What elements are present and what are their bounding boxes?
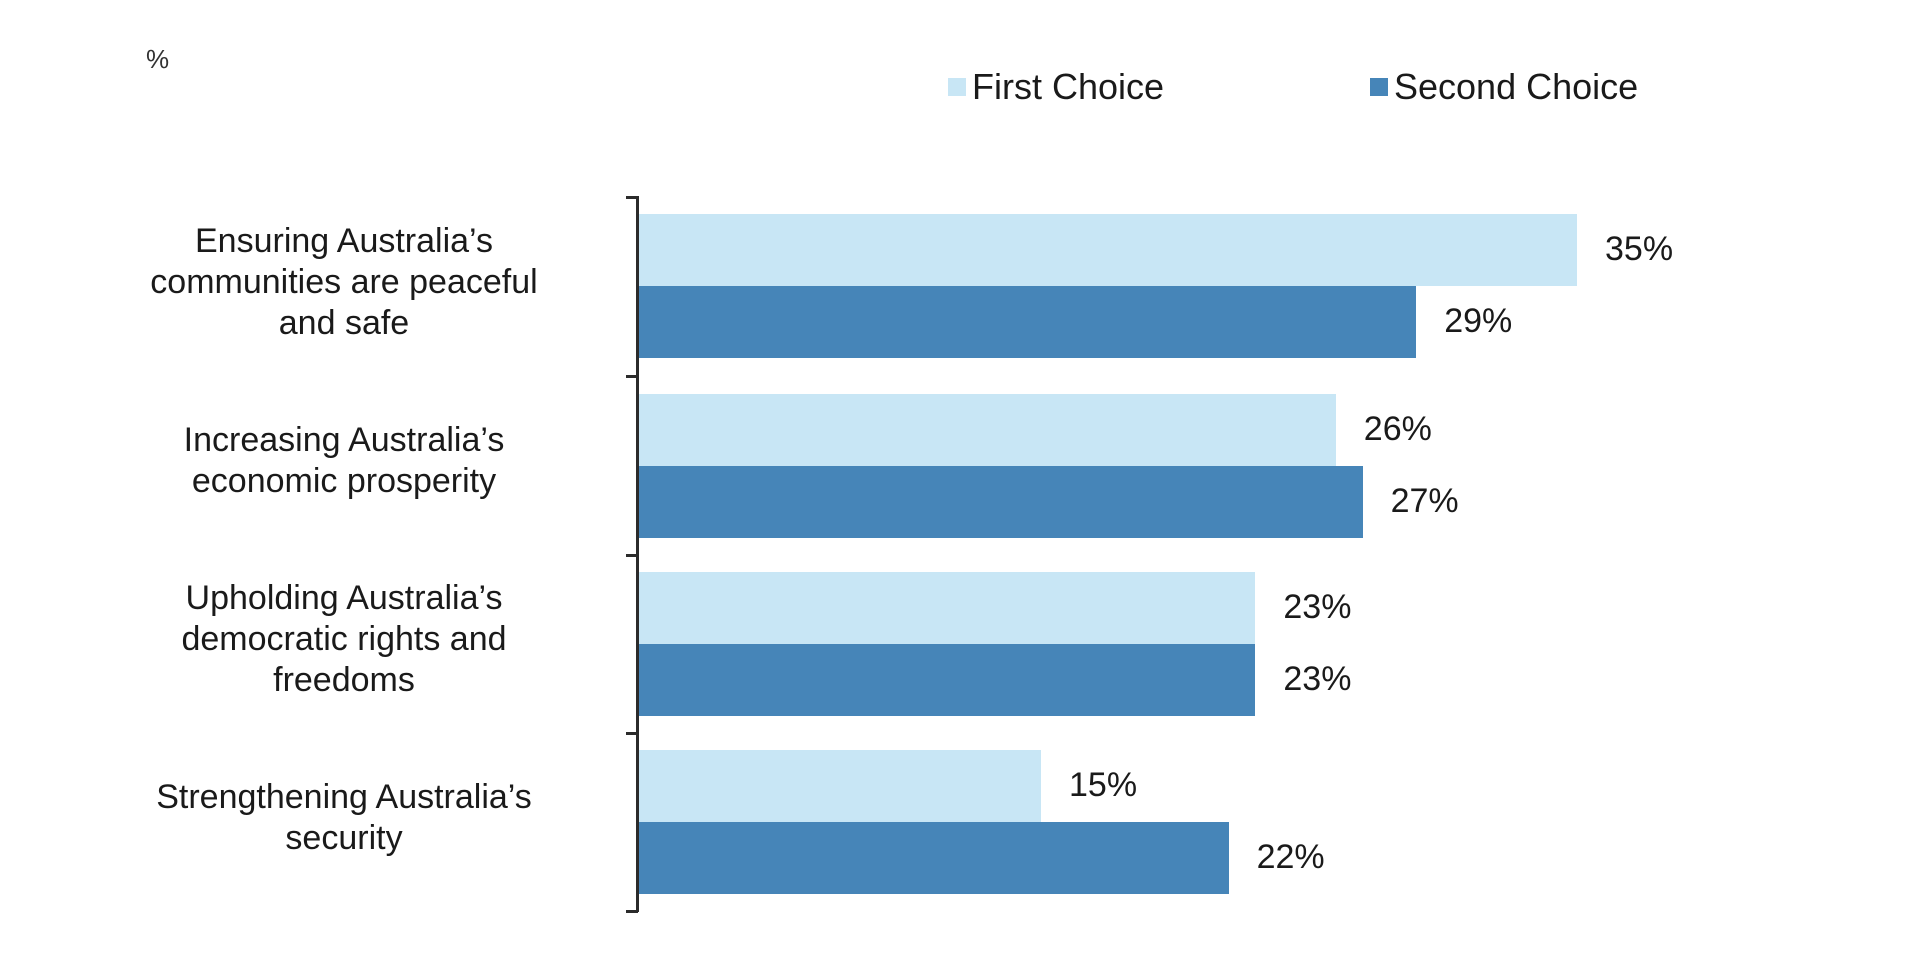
bar-first-choice bbox=[639, 214, 1577, 286]
bar-value-label: 27% bbox=[1390, 482, 1459, 520]
label-line: and safe bbox=[278, 304, 410, 342]
legend-second-choice: Second Choice bbox=[1370, 66, 1638, 108]
legend-first-choice: First Choice bbox=[948, 66, 1164, 108]
legend-swatch-first bbox=[948, 78, 966, 96]
label-line: Upholding Australia’s bbox=[185, 579, 503, 617]
bar-value-label: 15% bbox=[1069, 766, 1138, 804]
label-line: freedoms bbox=[273, 661, 415, 699]
bar-first-choice bbox=[639, 394, 1336, 466]
bar-value-label: 22% bbox=[1256, 838, 1325, 876]
label-line: communities are peaceful bbox=[150, 263, 538, 301]
bar-value-label: 35% bbox=[1605, 230, 1674, 268]
axis-tick bbox=[626, 910, 638, 913]
bar-value-label: 23% bbox=[1283, 588, 1352, 626]
category-label-communities: Ensuring Australia’s communities are pea… bbox=[84, 221, 604, 344]
axis-tick bbox=[626, 732, 638, 735]
axis-tick bbox=[626, 554, 638, 557]
bar-value-label: 29% bbox=[1444, 302, 1513, 340]
category-label-security: Strengthening Australia’s security bbox=[84, 777, 604, 859]
label-line: Increasing Australia’s bbox=[183, 421, 505, 459]
bar-second-choice bbox=[639, 644, 1256, 716]
label-line: democratic rights and bbox=[181, 620, 507, 658]
label-line: security bbox=[285, 819, 403, 857]
bar-second-choice bbox=[639, 286, 1417, 358]
bar-value-label: 26% bbox=[1363, 410, 1432, 448]
legend-swatch-second bbox=[1370, 78, 1388, 96]
label-line: Ensuring Australia’s bbox=[195, 222, 493, 260]
label-line: economic prosperity bbox=[191, 462, 497, 500]
category-label-democratic: Upholding Australia’s democratic rights … bbox=[84, 578, 604, 701]
axis-tick bbox=[626, 375, 638, 378]
legend-label-first: First Choice bbox=[972, 66, 1165, 107]
legend-label-second: Second Choice bbox=[1394, 66, 1639, 107]
bar-second-choice bbox=[639, 822, 1229, 894]
bar-first-choice bbox=[639, 750, 1041, 822]
unit-label: % bbox=[146, 44, 170, 74]
bar-value-label: 23% bbox=[1283, 660, 1352, 698]
bar-second-choice bbox=[639, 466, 1363, 538]
axis-tick bbox=[626, 196, 638, 199]
label-line: Strengthening Australia’s bbox=[156, 778, 532, 816]
category-label-economic: Increasing Australia’s economic prosperi… bbox=[84, 420, 604, 502]
bar-first-choice bbox=[639, 572, 1256, 644]
